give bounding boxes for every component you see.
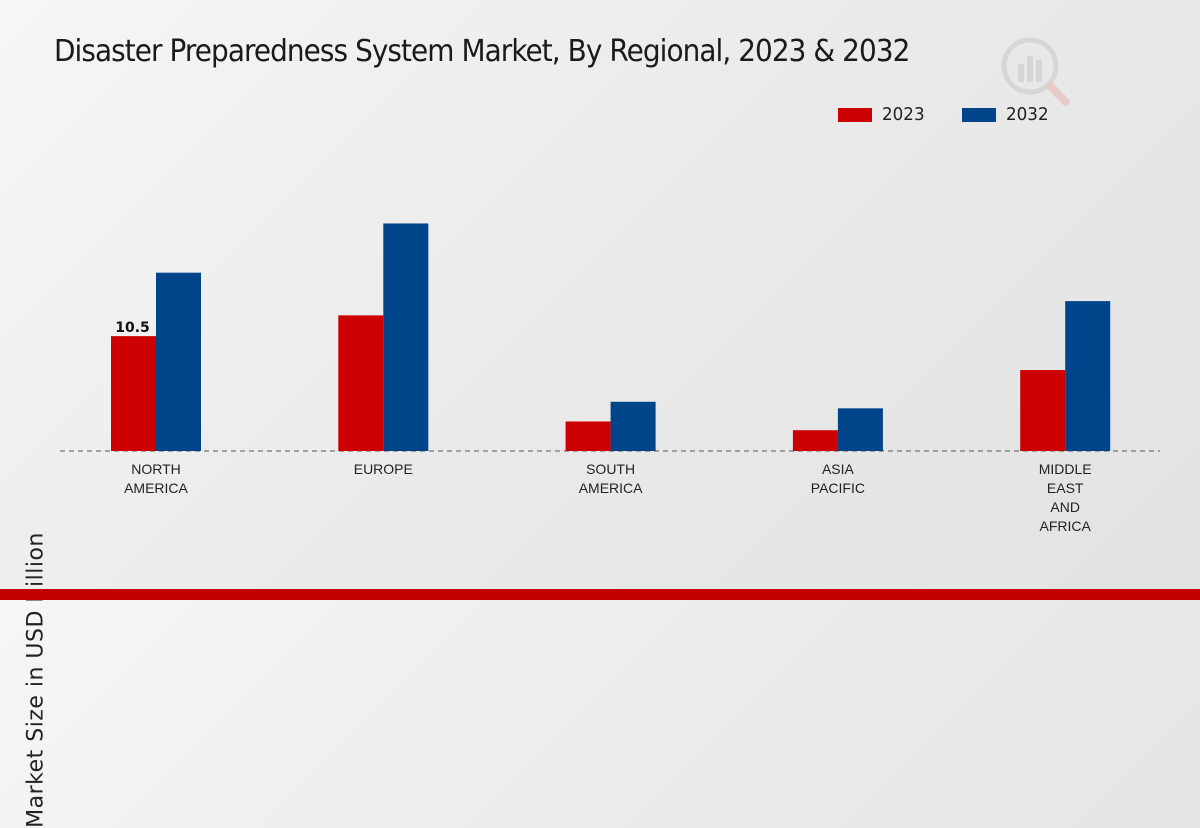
x-tick-label: SOUTH: [586, 461, 635, 477]
legend-label-2023: 2023: [882, 104, 925, 125]
chart-title: Disaster Preparedness System Market, By …: [54, 34, 910, 69]
legend-item-2023: 2023: [838, 104, 928, 125]
x-tick-label: EAST: [1047, 480, 1084, 496]
x-tick-label: AND: [1050, 499, 1080, 515]
x-tick-label: NORTH: [131, 461, 181, 477]
x-tick-label: AFRICA: [1040, 518, 1092, 534]
bar-chart: NORTH AMERICA EUROPE SOUTH AMERICA ASIA PACIFI…: [60, 223, 1160, 534]
bar-2032-europe: [383, 223, 429, 451]
legend-item-2032: 2032: [961, 104, 1052, 125]
bar-2023-europe: [338, 315, 384, 451]
data-label: 10.5: [115, 320, 150, 336]
bar-2032-north-america: [156, 272, 201, 451]
x-tick-label: ASIA: [822, 461, 855, 477]
bar-2023-asia-pacific: [792, 430, 838, 451]
legend-swatch-2023: [838, 107, 872, 122]
watermark-logo-icon: [1001, 37, 1070, 106]
bar-2023-middle-east-and-africa: [1020, 370, 1066, 451]
bar-2032-south-america: [610, 401, 656, 451]
bar-2023-north-america: [111, 336, 156, 451]
x-tick-label: AMERICA: [124, 480, 188, 496]
legend-swatch-2032: [961, 107, 996, 122]
bar-2032-middle-east-and-africa: [1065, 301, 1111, 451]
x-tick-label: MIDDLE: [1039, 461, 1092, 477]
legend: 2023 2032: [838, 104, 1052, 125]
bar-2032-asia-pacific: [837, 408, 883, 451]
x-tick-label: PACIFIC: [811, 480, 865, 496]
legend-label-2032: 2032: [1005, 104, 1049, 125]
bottom-accent-bar: [0, 589, 1200, 600]
x-tick-label: AMERICA: [579, 480, 643, 496]
x-tick-label: EUROPE: [354, 461, 413, 477]
bar-2023-south-america: [565, 421, 611, 451]
